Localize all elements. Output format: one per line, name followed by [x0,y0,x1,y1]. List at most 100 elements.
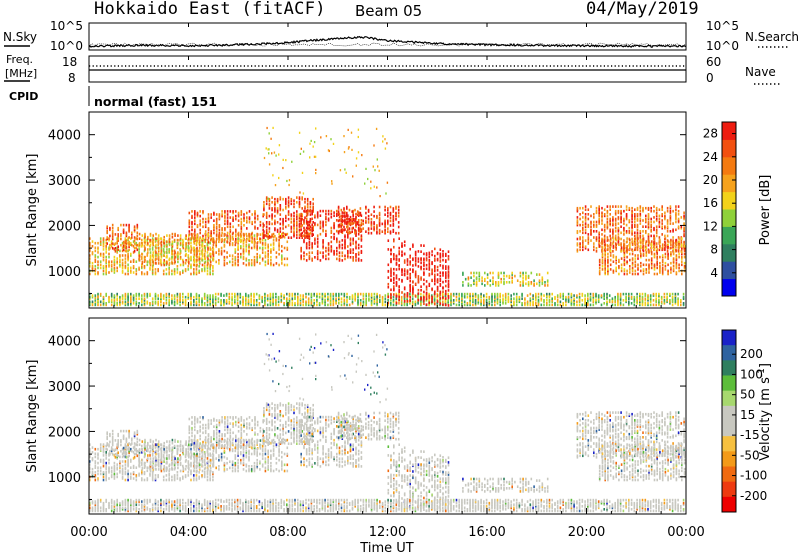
power-cell [573,297,575,300]
power-cell [373,300,376,304]
power-cell [108,237,110,240]
velocity-cell [116,508,118,511]
power-cell [223,232,226,236]
power-cell [253,246,256,250]
power-cell [338,299,340,302]
power-cell [138,237,141,240]
power-cell [141,255,143,259]
power-cell [149,259,152,262]
power-cell [423,290,425,294]
power-cell [338,251,341,254]
power-cell [94,260,97,263]
power-cell [102,243,105,246]
power-cell [436,303,439,307]
power-cell [272,303,274,307]
power-cell [515,292,518,296]
power-cell [264,302,266,305]
power-cell [212,295,214,299]
power-cell [190,255,192,259]
power-cell [220,252,223,256]
power-cell [138,255,141,259]
power-cell [309,142,311,145]
power-cell [105,261,107,265]
power-cell [462,284,464,287]
power-cell [619,302,622,305]
power-cell [206,245,209,248]
power-cell [203,252,206,256]
power-cell [130,271,132,274]
power-cell [303,234,305,237]
power-cell [554,297,556,300]
power-cell [155,239,157,242]
power-cell [325,232,327,236]
power-cell [278,242,280,245]
power-cell [644,299,647,302]
power-cell [229,228,232,232]
power-cell [231,295,233,299]
power-cell [265,211,268,215]
power-cell [213,231,215,235]
power-cell [379,295,381,299]
power-cell [97,263,99,267]
power-cell [433,297,436,300]
power-cell [346,225,348,229]
power-cell [434,257,436,261]
power-cell [280,292,283,296]
power-cell [236,295,239,299]
power-cell [644,294,647,297]
power-cell [606,292,608,296]
power-cell [229,260,231,264]
power-cell [132,295,135,299]
power-cell [606,303,608,307]
power-cell [664,245,667,248]
power-cell [89,241,91,245]
power-cell [179,248,181,251]
power-cell [384,208,386,212]
power-cell [231,260,234,264]
power-cell [346,214,348,218]
power-cell [514,274,516,278]
power-cell [307,292,310,296]
power-cell [240,210,243,213]
power-cell [636,231,639,235]
power-cell [378,213,381,216]
power-cell [162,303,165,307]
power-cell [368,294,370,297]
power-cell [612,269,615,273]
power-cell [296,236,298,239]
power-cell [182,271,184,274]
power-cell [300,248,302,251]
power-cell [357,223,360,227]
power-cell [359,230,362,233]
power-cell [357,229,360,233]
power-cell [641,297,644,300]
power-cell [293,219,295,223]
power-cell [434,247,436,251]
power-cell [143,245,146,248]
power-cell [246,234,248,238]
power-cell [612,250,614,253]
power-cell [168,271,170,274]
power-cell [275,262,278,265]
power-cell [240,245,242,248]
power-cell [102,300,105,304]
power-cell [628,302,630,305]
power-cell [234,249,237,253]
power-cell [606,220,609,224]
power-cell [333,253,335,256]
power-cell [171,249,174,253]
power-cell [548,294,551,297]
power-cell [213,228,215,232]
power-cell [496,302,499,305]
power-cell [642,272,645,276]
power-cell [240,232,242,236]
power-cell [352,237,354,241]
power-cell [127,299,129,302]
power-cell [173,252,176,256]
power-cell [245,240,248,244]
power-cell [299,294,302,297]
power-cell [634,263,637,267]
power-cell [206,251,209,254]
power-cell [300,222,302,225]
power-cell [354,228,356,232]
